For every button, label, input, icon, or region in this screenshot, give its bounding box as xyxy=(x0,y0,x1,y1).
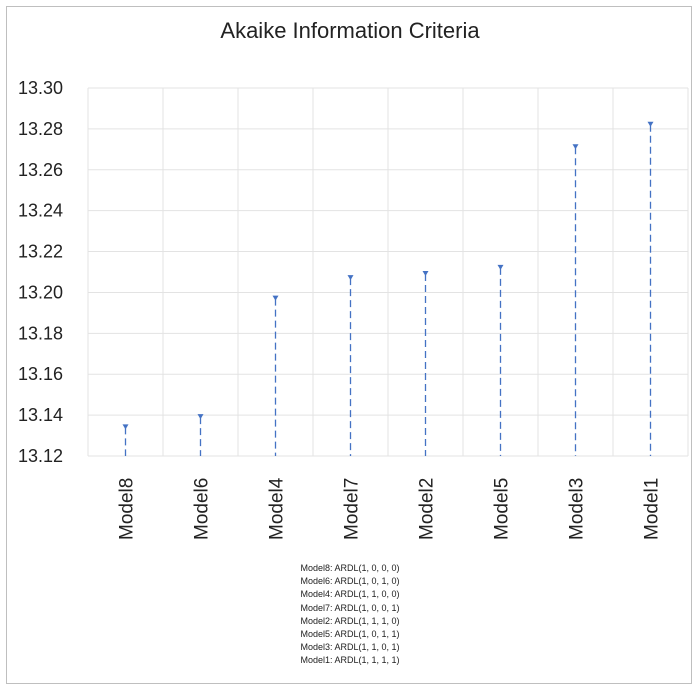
y-tick-label: 13.18 xyxy=(18,323,63,343)
model-note: Model3: ARDL(1, 1, 0, 1) xyxy=(300,642,400,653)
model-notes: Model8: ARDL(1, 0, 0, 0) Model6: ARDL(1,… xyxy=(0,562,700,668)
y-tick-label: 13.12 xyxy=(18,446,63,466)
y-tick-label: 13.28 xyxy=(18,119,63,139)
x-tick-label: Model4 xyxy=(267,477,288,540)
x-tick-label: Model6 xyxy=(192,478,213,540)
chart-title: Akaike Information Criteria xyxy=(220,18,480,43)
chart-frame xyxy=(6,6,692,684)
x-tick-label: Model2 xyxy=(417,478,438,540)
model-note: Model5: ARDL(1, 0, 1, 1) xyxy=(300,629,400,640)
data-point xyxy=(272,295,279,301)
data-point xyxy=(197,414,204,420)
y-tick-label: 13.16 xyxy=(18,364,63,384)
data-point xyxy=(647,121,654,127)
model-note: Model8: ARDL(1, 0, 0, 0) xyxy=(300,563,400,573)
y-tick-label: 13.26 xyxy=(18,160,63,180)
data-point xyxy=(497,264,504,270)
data-point xyxy=(422,271,429,277)
x-tick-label: Model7 xyxy=(342,478,363,540)
model-note: Model6: ARDL(1, 0, 1, 0) xyxy=(300,576,400,587)
x-tick-label: Model1 xyxy=(642,478,663,540)
data-point xyxy=(572,144,579,150)
model-note: Model4: ARDL(1, 1, 0, 0) xyxy=(300,589,400,600)
y-tick-label: 13.30 xyxy=(18,78,63,98)
y-tick-label: 13.14 xyxy=(18,405,63,425)
x-tick-label: Model8 xyxy=(117,478,138,540)
data-point xyxy=(347,275,354,281)
x-tick-label: Model3 xyxy=(567,478,588,540)
y-tick-label: 13.22 xyxy=(18,242,63,262)
data-point xyxy=(122,424,129,430)
y-tick-label: 13.20 xyxy=(18,282,63,302)
y-tick-label: 13.24 xyxy=(18,201,63,221)
model-note: Model1: ARDL(1, 1, 1, 1) xyxy=(300,655,400,666)
x-tick-label: Model5 xyxy=(492,478,513,540)
model-note: Model7: ARDL(1, 0, 0, 1) xyxy=(300,602,400,613)
model-note: Model2: ARDL(1, 1, 1, 0) xyxy=(300,615,400,626)
